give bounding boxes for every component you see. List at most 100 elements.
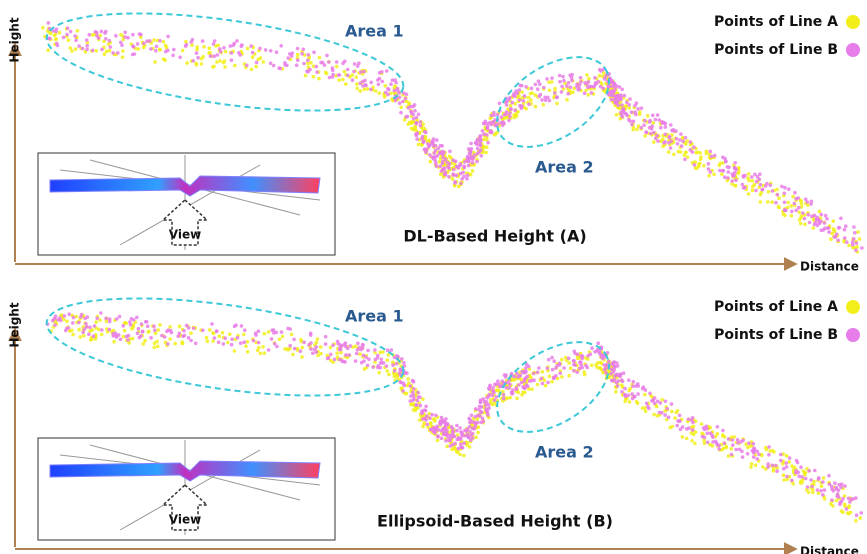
scatter-point xyxy=(532,372,536,376)
scatter-point xyxy=(570,76,574,80)
scatter-point xyxy=(437,428,441,432)
scatter-point xyxy=(824,214,828,218)
scatter-point xyxy=(759,193,763,197)
scatter-point xyxy=(579,363,583,367)
scatter-point xyxy=(670,410,674,414)
scatter-point xyxy=(409,399,413,403)
scatter-point xyxy=(471,427,475,431)
scatter-point xyxy=(731,438,735,442)
scatter-point xyxy=(624,112,628,116)
scatter-point xyxy=(258,47,262,51)
scatter-point xyxy=(695,167,699,171)
scatter-point xyxy=(77,321,81,325)
scatter-point xyxy=(329,353,333,357)
scatter-point xyxy=(578,367,582,371)
scatter-point xyxy=(451,427,455,431)
scatter-point xyxy=(754,189,758,193)
scatter-point xyxy=(542,103,546,107)
scatter-point xyxy=(540,377,544,381)
scatter-point xyxy=(95,317,99,321)
scatter-point xyxy=(528,379,532,383)
scatter-point xyxy=(663,413,667,417)
scatter-point xyxy=(152,38,156,42)
scatter-point xyxy=(355,87,359,91)
scatter-point xyxy=(517,391,521,395)
scatter-point xyxy=(502,397,506,401)
scatter-point xyxy=(384,84,388,88)
scatter-point xyxy=(721,429,725,433)
scatter-point xyxy=(451,158,455,162)
scatter-point xyxy=(327,60,331,64)
scatter-point xyxy=(149,47,153,51)
scatter-point xyxy=(331,66,335,70)
scatter-point xyxy=(230,51,234,55)
scatter-point xyxy=(103,52,107,56)
scatter-point xyxy=(222,342,226,346)
scatter-point xyxy=(309,341,313,345)
scatter-point xyxy=(218,59,222,63)
scatter-point xyxy=(575,370,579,374)
scatter-point xyxy=(754,463,758,467)
scatter-point xyxy=(376,354,380,358)
scatter-point xyxy=(575,85,579,89)
scatter-point xyxy=(789,204,793,208)
scatter-point xyxy=(172,48,176,52)
scatter-point xyxy=(399,111,403,115)
scatter-point xyxy=(447,175,451,179)
scatter-point xyxy=(371,365,375,369)
scatter-point xyxy=(686,139,690,143)
scatter-point xyxy=(485,400,489,404)
scatter-point xyxy=(638,110,642,114)
scatter-point xyxy=(597,80,601,84)
scatter-point xyxy=(816,224,820,228)
scatter-point xyxy=(255,61,259,65)
scatter-point xyxy=(208,51,212,55)
scatter-point xyxy=(858,237,862,241)
scatter-point xyxy=(772,467,776,471)
scatter-point xyxy=(74,47,78,51)
scatter-point xyxy=(509,104,513,108)
scatter-point xyxy=(799,481,803,485)
scatter-point xyxy=(560,358,564,362)
scatter-point xyxy=(162,40,166,44)
scatter-point xyxy=(355,75,359,79)
scatter-point xyxy=(46,48,50,52)
scatter-point xyxy=(230,343,234,347)
scatter-point xyxy=(423,148,427,152)
scatter-point xyxy=(569,367,573,371)
scatter-point xyxy=(366,364,370,368)
scatter-point xyxy=(643,119,647,123)
area-ellipse xyxy=(481,324,624,451)
scatter-point xyxy=(380,358,384,362)
scatter-point xyxy=(627,378,631,382)
scatter-point xyxy=(587,77,591,81)
scatter-point xyxy=(761,188,765,192)
scatter-point xyxy=(142,42,146,46)
scatter-point xyxy=(652,413,656,417)
scatter-point xyxy=(165,330,169,334)
scatter-point xyxy=(309,347,313,351)
scatter-point xyxy=(490,131,494,135)
scatter-point xyxy=(734,448,738,452)
scatter-point xyxy=(771,464,775,468)
scatter-point xyxy=(790,210,794,214)
scatter-point xyxy=(669,146,673,150)
scatter-point xyxy=(619,96,623,100)
scatter-point xyxy=(836,239,840,243)
scatter-point xyxy=(88,33,92,37)
scatter-point xyxy=(730,447,734,451)
scatter-point xyxy=(783,201,787,205)
scatter-point xyxy=(733,435,737,439)
scatter-point xyxy=(484,407,488,411)
scatter-point xyxy=(643,393,647,397)
scatter-point xyxy=(704,425,708,429)
scatter-point xyxy=(246,340,250,344)
scatter-point xyxy=(393,372,397,376)
scatter-point xyxy=(795,459,799,463)
scatter-point xyxy=(325,54,329,58)
scatter-point xyxy=(479,144,483,148)
scatter-point xyxy=(304,74,308,78)
scatter-point xyxy=(100,328,104,332)
scatter-point xyxy=(95,34,99,38)
scatter-point xyxy=(419,120,423,124)
